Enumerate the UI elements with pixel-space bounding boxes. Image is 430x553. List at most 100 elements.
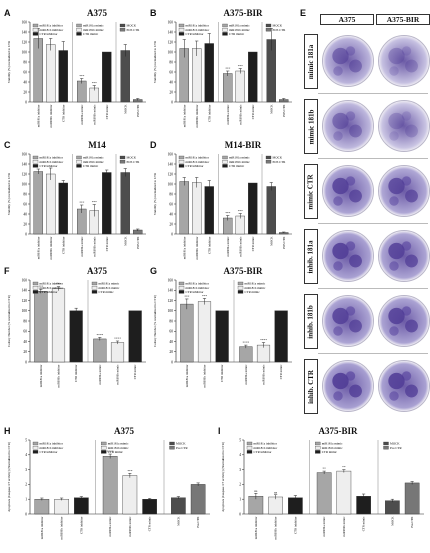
y-tick-label: 4: [239, 453, 241, 457]
significance-label: ***: [92, 200, 97, 204]
legend-swatch: [76, 155, 82, 160]
y-tick-label: 160: [168, 20, 174, 24]
legend-label: CTR inhibitor: [40, 450, 59, 454]
legend-label: MOCK: [273, 156, 283, 160]
x-tick-label: MOCK: [390, 516, 394, 526]
legend-swatch: [32, 32, 39, 36]
bar-mir181a-mimic: [316, 472, 332, 515]
legend-label: miR181a mimic: [229, 24, 250, 28]
x-tick-label: miR181a mimic: [226, 104, 230, 125]
panel-i: I A375-BIR Apoptosis (Caspase 3/7 activi…: [218, 426, 428, 548]
y-axis-label: Colony Number (% normalized to CTR): [153, 295, 157, 347]
panel-e-colony-assay: E A375 A375-BIR mimic 181a mimic 181b mimi…: [298, 8, 430, 414]
significance-label: ***: [79, 74, 84, 78]
x-tick-label: miR181a inhibitor: [36, 237, 40, 260]
legend-label: miR181b mimic: [229, 28, 250, 32]
colony-row-inhib-181a: inhib. 181a: [298, 223, 430, 289]
legend-label: miR181b mimic: [83, 160, 104, 164]
legend-label: miR181b mimic: [229, 160, 250, 164]
bar-mir181a-inhibitor: [34, 498, 50, 515]
y-tick-label: 1: [239, 498, 241, 502]
legend-label: Pos CTR: [390, 446, 402, 450]
x-tick-label: CTR inhibitor: [79, 517, 83, 534]
bar-mock: [120, 50, 130, 103]
y-tick-label: 0: [171, 100, 173, 104]
bar-ctr-inhibitor: [69, 310, 83, 363]
significance-label: ***: [127, 469, 132, 473]
bar-ctr-mimic: [248, 51, 258, 103]
legend-swatch: [265, 155, 272, 160]
x-tick-label: miR181a inhibitor: [182, 237, 186, 260]
legend-label: CTR mimic: [245, 290, 261, 294]
row-label-text: mimic 181b: [307, 109, 315, 144]
bar-ctr-mimic: [102, 51, 112, 103]
bar-chart-g: Colony Number (% normalized to CTR) 0 20 40…: [153, 278, 292, 388]
y-tick-label: 20: [23, 350, 27, 354]
colony-well-a375: [322, 229, 374, 282]
legend-label: CTR inhibitor: [40, 290, 59, 294]
row-label: mimic CTR: [304, 164, 318, 219]
panel-c: C M14 Viability (%) normalized to CTR 0 20…: [4, 140, 150, 268]
legend-swatch: [315, 441, 321, 446]
y-tick-label: 2: [239, 483, 241, 487]
x-tick-label: CTR inhibitor: [61, 237, 65, 254]
bar-ctr-inhibitor: [74, 497, 89, 515]
x-tick-label: miR181b inhibitor: [203, 365, 207, 388]
bar-ctr-mimic: [142, 498, 157, 515]
legend-label: miR181a mimic: [83, 24, 104, 28]
legend-label: miR181a mimic: [83, 156, 104, 160]
bar-mir181a-mimic: [239, 346, 253, 363]
legend-label: miR181a mimic: [229, 156, 250, 160]
y-tick-label: 3: [239, 468, 241, 472]
y-tick-label: 80: [23, 192, 27, 196]
x-tick-label: Pos CTR: [196, 516, 200, 528]
legend-label: miR181b mimic: [99, 286, 120, 290]
legend-label: miR181a inhibitor: [254, 442, 278, 446]
significance-label: ***: [225, 67, 230, 71]
y-tick-label: 2: [25, 483, 27, 487]
bar-chart-a: Viability (%) normalized to CTR 0 20 40 60 80…: [7, 20, 146, 127]
y-tick-label: 20: [169, 350, 173, 354]
y-tick-label: 60: [169, 330, 173, 334]
x-tick-label: POS CTR: [136, 104, 140, 117]
row-divider: [318, 288, 428, 289]
legend-swatch: [246, 450, 253, 454]
bar-pos-ctr: [190, 484, 206, 515]
colony-row-inhib-181b: inhib. 181b: [298, 288, 430, 354]
row-divider: [318, 353, 428, 354]
y-tick-label: 60: [169, 70, 173, 74]
y-tick-label: 120: [22, 40, 28, 44]
legend-label: MOCK: [127, 24, 137, 28]
legend-label: CTR mimic: [322, 450, 338, 454]
legend-swatch: [178, 32, 185, 36]
panel-b: B A375-BIR Viability (%) normalized to C…: [150, 8, 296, 136]
significance-label: ns: [254, 489, 258, 493]
colony-well-a375-bir: [378, 229, 430, 282]
row-label-text: mimic 181a: [307, 44, 316, 79]
panel-letter-d: D: [150, 140, 157, 150]
colony-well-a375-bir: [378, 294, 430, 347]
legend-swatch: [119, 28, 126, 32]
x-tick-label: POS CTR: [282, 236, 286, 249]
legend-label: miR181a inhibitor: [40, 442, 64, 446]
row-label: mimic 181b: [304, 99, 318, 154]
bar-ctr-mimic: [356, 496, 371, 515]
legend-swatch: [222, 32, 228, 36]
y-tick-label: 40: [169, 80, 173, 84]
legend-label: CTR mimic: [229, 32, 245, 36]
legend-swatch: [76, 32, 82, 36]
x-tick-label: miR181a inhibitor: [254, 517, 258, 540]
x-tick-label: miR181a mimic: [80, 236, 84, 257]
legend-swatch: [383, 446, 389, 450]
colony-well-a375: [322, 359, 374, 412]
y-axis-label: Viability (%) normalized to CTR: [7, 40, 11, 83]
x-tick-label: CTR mimic: [105, 236, 109, 251]
bar-mir181b-inhibitor: [192, 182, 202, 235]
x-tick-label: miR181a mimic: [98, 364, 102, 385]
legend-label: CTR inhibitor: [40, 164, 59, 168]
legend-swatch: [178, 281, 185, 286]
bar-mir181b-inhibitor: [46, 44, 56, 103]
y-tick-label: 160: [22, 152, 28, 156]
legend-swatch: [178, 28, 185, 32]
row-label: mimic 181a: [304, 34, 318, 89]
